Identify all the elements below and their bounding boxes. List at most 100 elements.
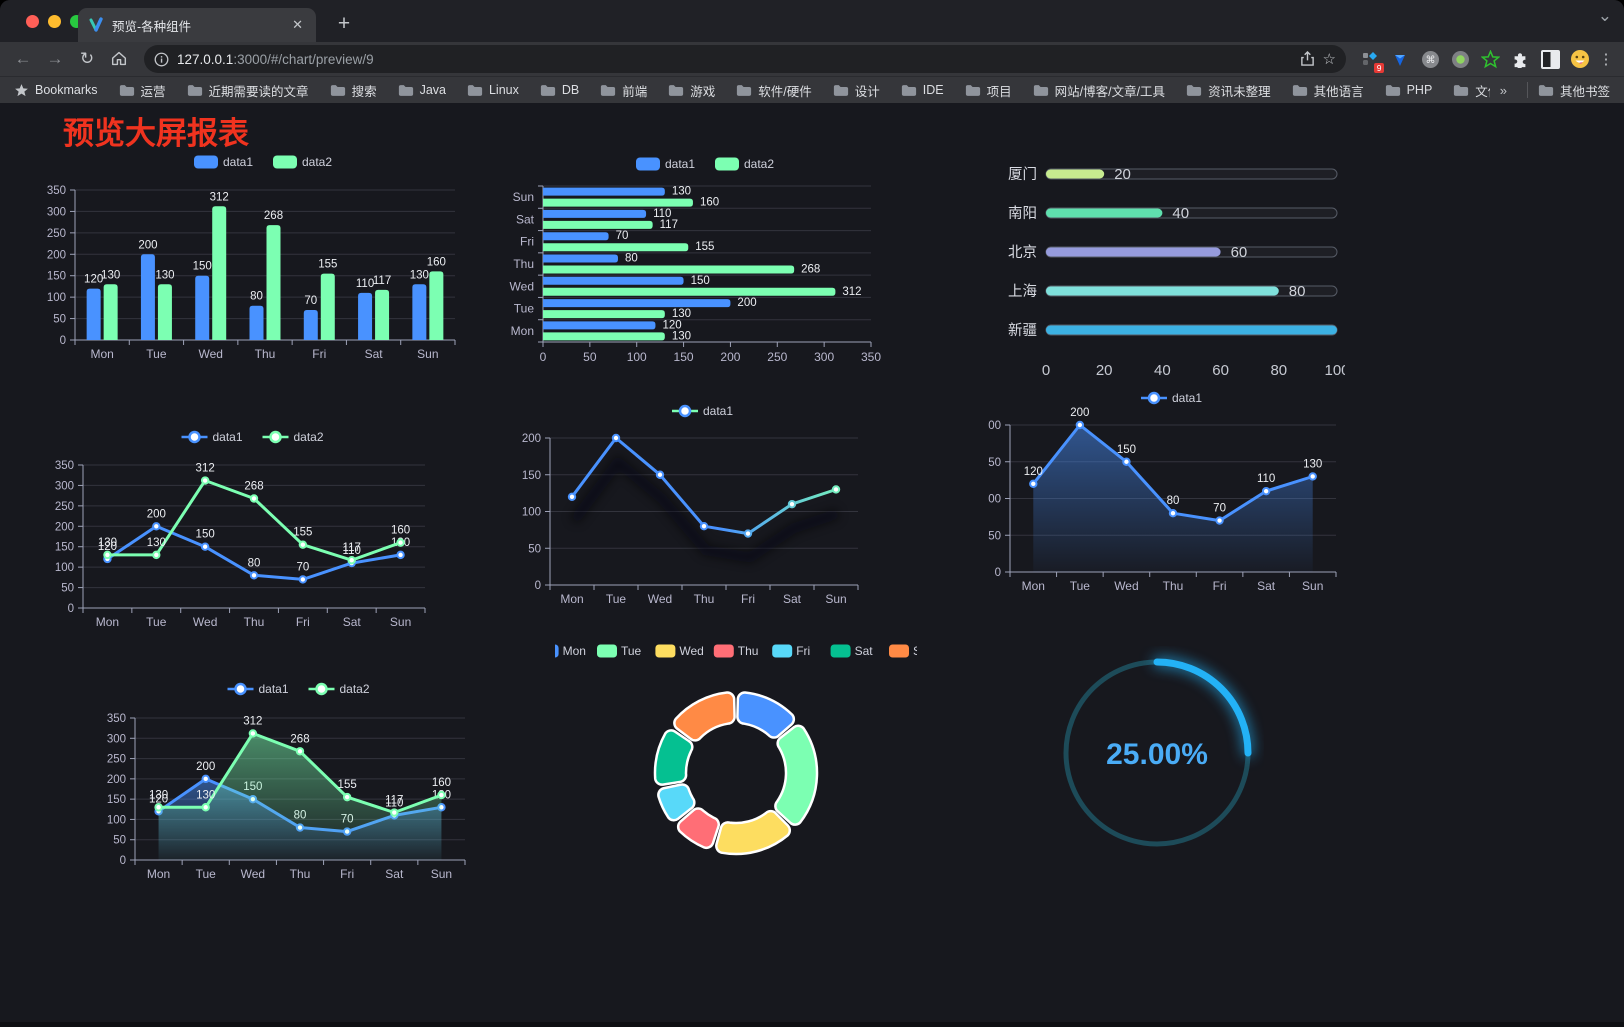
bookmark-folder[interactable]: 网站/博客/文章/工具 [1033, 81, 1165, 100]
svg-text:117: 117 [343, 542, 361, 554]
bookmark-folder-list: 运营 近期需要读的文章 搜索 Java Linux DB 前端 游戏 软件/硬件 设计 IDE 项目 网… [119, 81, 1490, 100]
green-dot-circle-icon[interactable] [1448, 47, 1472, 71]
bookmark-star-icon[interactable]: ☆ [1322, 51, 1336, 68]
svg-text:150: 150 [1117, 444, 1136, 456]
bookmark-folder[interactable]: 设计 [833, 81, 880, 100]
bookmark-folder[interactable]: Java [398, 83, 446, 97]
blue-gem-icon[interactable] [1388, 47, 1412, 71]
svg-text:312: 312 [243, 715, 262, 727]
svg-text:100: 100 [1324, 362, 1345, 379]
svg-text:Fri: Fri [796, 644, 810, 658]
url-text: 127.0.0.1:3000/#/chart/preview/9 [177, 52, 1292, 67]
forward-button[interactable]: → [46, 49, 64, 68]
bookmark-folder[interactable]: 软件/硬件 [736, 81, 812, 100]
browser-menu-icon[interactable]: ⋮ [1598, 51, 1614, 68]
bookmark-folder[interactable]: Linux [467, 83, 519, 97]
svg-text:150: 150 [193, 261, 212, 273]
tab-close-icon[interactable]: ✕ [292, 17, 303, 32]
other-bookmarks-button[interactable]: 其他书签 [1538, 81, 1610, 100]
svg-text:Fri: Fri [340, 867, 354, 881]
svg-text:200: 200 [47, 249, 66, 261]
bookmark-folder[interactable]: IDE [901, 83, 944, 97]
bookmark-folder[interactable]: DB [540, 83, 579, 97]
svg-text:厦门: 厦门 [1008, 166, 1037, 183]
svg-text:50: 50 [988, 530, 1001, 542]
folder-icon [187, 84, 202, 96]
svg-text:160: 160 [427, 256, 446, 268]
svg-text:100: 100 [522, 507, 541, 519]
bookmark-folder[interactable]: PHP [1385, 83, 1432, 97]
chart-gradient-line[interactable]: 0 50 100 150 200 Mon Tue Wed Thu Fri Sat Sun data1 [503, 398, 905, 610]
svg-text:200: 200 [720, 350, 740, 364]
back-button[interactable]: ← [14, 49, 32, 68]
svg-text:Sat: Sat [365, 347, 384, 361]
svg-text:200: 200 [138, 239, 157, 251]
svg-text:0: 0 [120, 855, 126, 867]
command-circle-icon[interactable]: ⌘ [1418, 47, 1442, 71]
svg-text:data2: data2 [302, 155, 332, 169]
site-favicon-icon [88, 17, 104, 33]
emoji-face-icon[interactable] [1568, 47, 1592, 71]
bookmark-folder[interactable]: 前端 [600, 81, 647, 100]
chart-two-line[interactable]: 0 50 100 150 200 250 300 350 Mon Tue Wed Thu Fri Sat S… [45, 423, 465, 637]
svg-text:Fri: Fri [312, 347, 326, 361]
svg-text:50: 50 [61, 583, 74, 595]
chevron-down-icon[interactable]: ⌄ [1597, 6, 1612, 25]
share-icon[interactable] [1300, 51, 1315, 67]
svg-text:Fri: Fri [741, 592, 755, 606]
chart-city-progress[interactable]: 厦门20南阳40北京60上海80新疆100020406080100 [1000, 148, 1372, 388]
svg-text:Mon: Mon [560, 592, 583, 606]
svg-text:data1: data1 [213, 430, 243, 444]
bookmark-folder[interactable]: 近期需要读的文章 [187, 81, 309, 100]
svg-text:data1: data1 [259, 682, 289, 696]
bookmark-folder[interactable]: 搜索 [330, 81, 377, 100]
svg-text:150: 150 [47, 271, 66, 283]
svg-text:80: 80 [248, 557, 261, 569]
chart-gauge[interactable]: 25.00% [1050, 646, 1264, 860]
window-minimize-button[interactable] [48, 15, 61, 28]
contrast-square-icon[interactable] [1538, 47, 1562, 71]
chart-two-area[interactable]: 0 50 100 150 200 250 300 350 Mon Tue Wed Thu Fri Sat S… [100, 675, 520, 889]
svg-text:Mon: Mon [147, 867, 170, 881]
svg-text:Tue: Tue [146, 615, 167, 629]
svg-text:155: 155 [338, 779, 357, 791]
folder-icon [1454, 84, 1469, 96]
svg-text:130: 130 [149, 789, 168, 801]
svg-text:data1: data1 [703, 404, 733, 418]
bookmark-folder[interactable]: 资讯未整理 [1186, 81, 1271, 100]
svg-text:data1: data1 [665, 157, 695, 171]
svg-text:110: 110 [653, 208, 671, 220]
home-button[interactable] [106, 49, 132, 69]
other-bookmarks-label: 其他书签 [1559, 84, 1610, 99]
extension-grid-diamond-icon[interactable]: 9 [1358, 47, 1384, 73]
puzzle-extensions-icon[interactable] [1508, 47, 1532, 71]
chart-horizontal-bar[interactable]: 0 50 100 150 200 250 300 350 Mon Tue Wed Thu Fri Sat S… [503, 148, 923, 366]
chart-donut[interactable]: Mon Tue Wed Thu Fri Sat Sun [538, 637, 934, 885]
svg-text:312: 312 [196, 463, 215, 475]
bookmarks-right-group: » 其他书签 [1490, 81, 1610, 100]
bookmark-folder[interactable]: 运营 [119, 81, 166, 100]
bookmark-folder[interactable]: 项目 [965, 81, 1012, 100]
svg-text:100: 100 [988, 494, 1001, 506]
svg-text:data1: data1 [223, 155, 253, 169]
site-info-icon[interactable] [154, 52, 169, 67]
bookmarks-root-button[interactable]: Bookmarks [14, 83, 98, 98]
svg-text:200: 200 [107, 774, 126, 786]
new-tab-button[interactable]: + [337, 12, 351, 35]
svg-text:200: 200 [196, 761, 215, 773]
svg-text:80: 80 [1270, 362, 1287, 379]
chart-grouped-bar[interactable]: 0 50 100 150 200 250 300 350 Mon Tue Wed Thu Fri Sat S… [45, 148, 463, 362]
svg-text:Tue: Tue [606, 592, 627, 606]
bookmarks-overflow-icon[interactable]: » [1499, 82, 1507, 98]
bookmark-folder[interactable]: 游戏 [668, 81, 715, 100]
address-bar[interactable]: 127.0.0.1:3000/#/chart/preview/9 ☆ [144, 45, 1346, 73]
window-close-button[interactable] [26, 15, 39, 28]
chart-blue-area[interactable]: 0 50 100 150 200 Mon Tue Wed Thu Fri Sat Sun 120 200 1… [982, 386, 1346, 598]
browser-tab[interactable]: 预览-各种组件 ✕ [78, 8, 316, 42]
green-star-icon[interactable] [1478, 47, 1502, 71]
svg-text:200: 200 [1070, 407, 1089, 419]
bookmark-folder[interactable]: 其他语言 [1292, 81, 1364, 100]
bookmark-folder[interactable]: 文件服务器 [1453, 81, 1490, 100]
svg-text:120: 120 [149, 793, 168, 805]
reload-button[interactable]: ↻ [79, 49, 95, 68]
